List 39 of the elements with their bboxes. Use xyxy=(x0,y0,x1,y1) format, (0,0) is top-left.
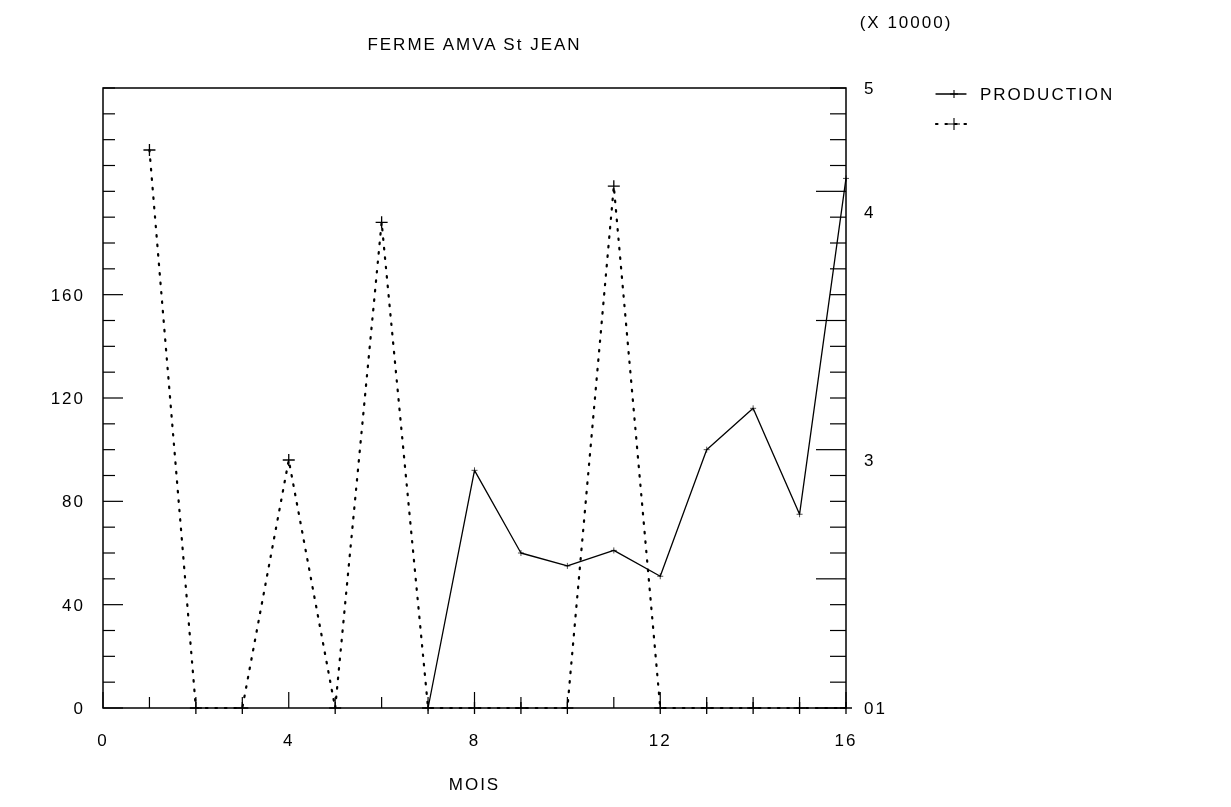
point xyxy=(839,701,853,715)
point xyxy=(282,453,296,467)
y-tick-label: 120 xyxy=(50,389,85,408)
y-tick-label: 160 xyxy=(50,285,85,305)
y-tick-label: 0 xyxy=(73,699,85,718)
point xyxy=(517,549,525,557)
point xyxy=(656,572,664,580)
x-axis-title: MOIS xyxy=(448,775,501,794)
point xyxy=(560,701,575,715)
point xyxy=(746,701,760,715)
y2-axis-title: (X 10000) xyxy=(859,13,953,32)
text: 5 xyxy=(864,79,876,98)
text: 3 xyxy=(864,451,876,470)
text: 4 xyxy=(864,203,876,222)
point xyxy=(610,547,618,554)
point xyxy=(796,510,803,518)
point xyxy=(607,179,621,193)
x-tick-label: 12 xyxy=(648,731,672,750)
point xyxy=(328,701,342,715)
x-tick-label: 8 xyxy=(468,731,481,750)
x-tick-label: 4 xyxy=(283,731,295,750)
x-tick-label: 16 xyxy=(834,731,858,750)
legend-label: PRODUCTION xyxy=(980,85,1115,104)
point xyxy=(514,701,528,715)
point xyxy=(749,404,757,412)
point xyxy=(842,175,850,182)
point xyxy=(235,701,249,715)
point xyxy=(189,701,203,715)
text: 01 xyxy=(864,699,887,718)
x-tick-label: 0 xyxy=(97,731,109,750)
y-tick-label: 80 xyxy=(62,492,85,512)
point xyxy=(564,562,571,570)
point xyxy=(703,446,711,454)
point xyxy=(792,701,807,715)
point xyxy=(142,143,157,157)
y-tick-label: 40 xyxy=(62,595,85,615)
point xyxy=(374,215,389,229)
point xyxy=(471,466,478,474)
chart-title: FERME AMVA St JEAN xyxy=(367,35,582,54)
